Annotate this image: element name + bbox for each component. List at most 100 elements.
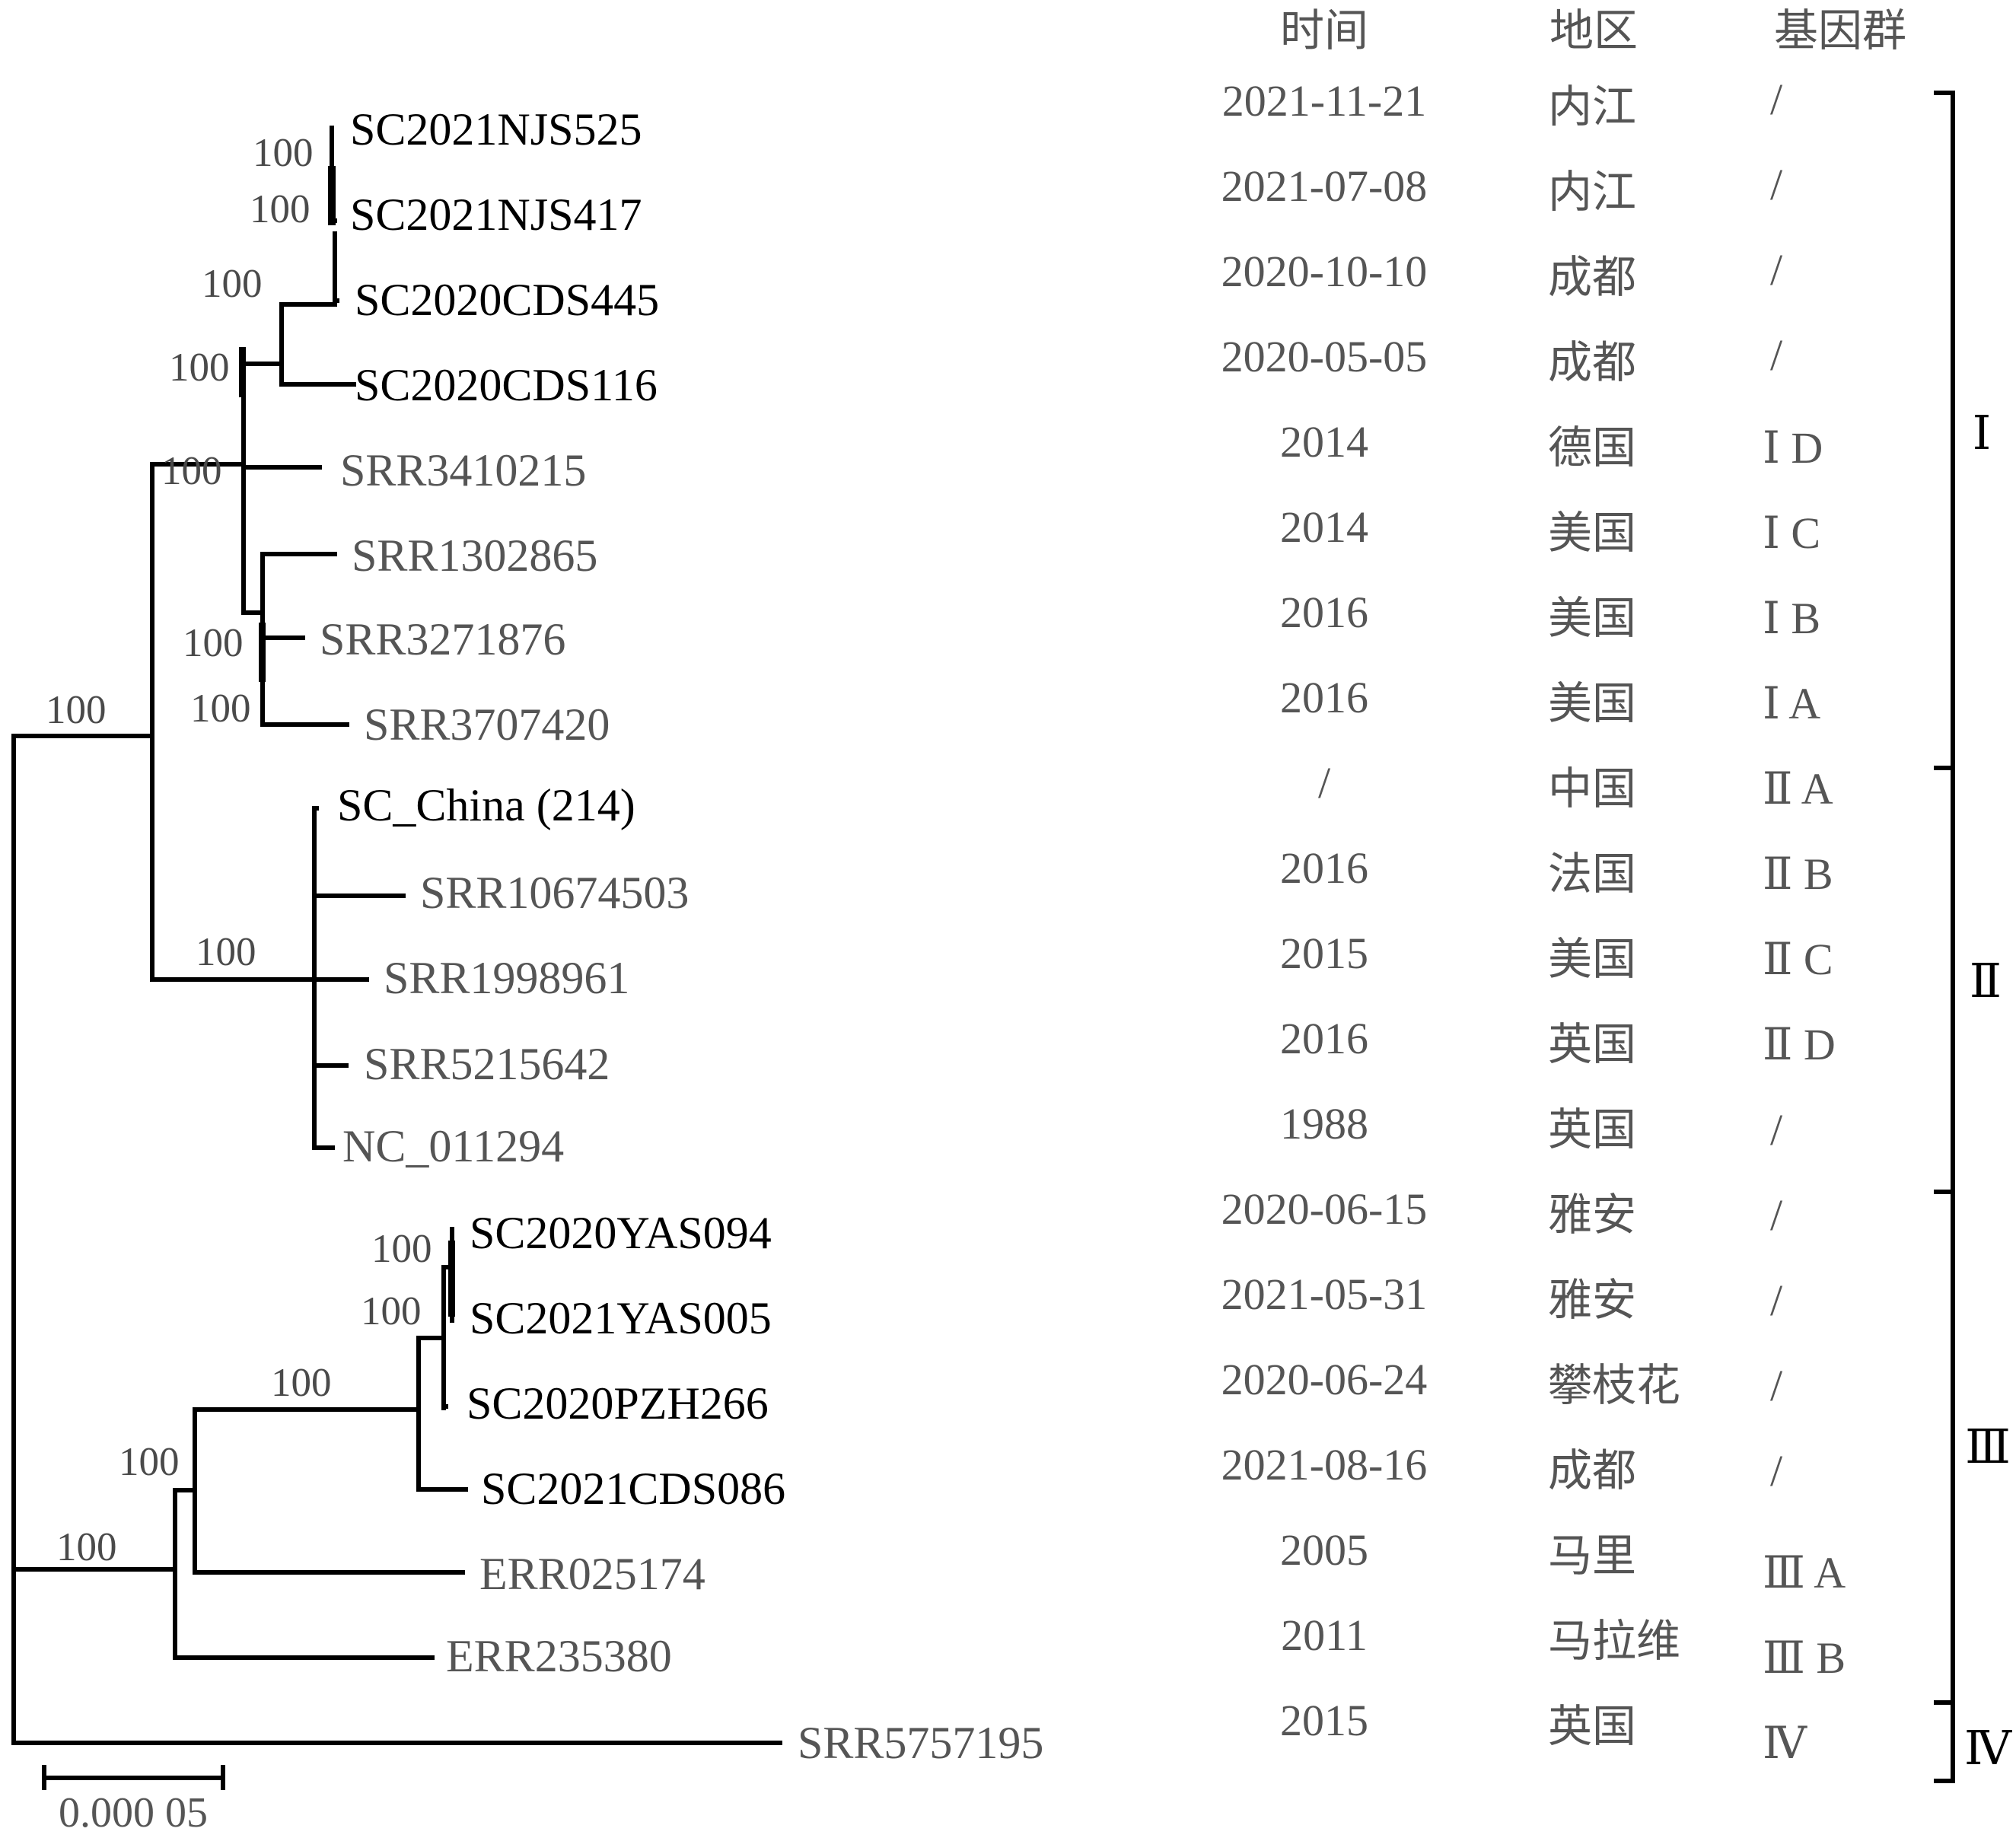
time-cell: 2020-06-24 xyxy=(1221,1355,1428,1404)
group-cell: / xyxy=(1770,1105,1783,1155)
group-cell: / xyxy=(1770,160,1783,209)
time-cell: 2016 xyxy=(1280,1014,1368,1063)
group-cell: Ⅱ B xyxy=(1763,849,1833,899)
time-cell: 2015 xyxy=(1280,929,1368,978)
scale-bar-label: 0.000 05 xyxy=(59,1789,208,1836)
taxon-label: SC2021NJS417 xyxy=(350,190,642,240)
bootstrap-value: 100 xyxy=(190,686,251,731)
taxon-label: SC2020CDS445 xyxy=(355,275,659,325)
bootstrap-value: 100 xyxy=(183,621,244,665)
bootstrap-value: 100 xyxy=(361,1289,422,1333)
bootstrap-value: 100 xyxy=(202,262,263,306)
taxon-label: SC_China (214) xyxy=(337,780,635,830)
thick-node-marks xyxy=(239,166,455,1317)
group-cell: / xyxy=(1770,1446,1783,1496)
clade-label: Ⅳ xyxy=(1964,1723,2012,1775)
time-column: 2021-11-21 2021-07-08 2020-10-10 2020-05… xyxy=(1221,76,1428,1745)
taxon-label: SC2020YAS094 xyxy=(470,1208,772,1258)
group-cell: Ⅰ B xyxy=(1763,594,1820,643)
taxon-label: SC2020CDS116 xyxy=(355,360,658,410)
region-cell: 中国 xyxy=(1548,764,1636,814)
bootstrap-value: 100 xyxy=(161,449,222,493)
bootstrap-value: 100 xyxy=(56,1525,117,1569)
bootstrap-value: 100 xyxy=(196,930,256,974)
group-cell: Ⅰ C xyxy=(1763,508,1820,558)
group-cell: Ⅳ xyxy=(1763,1719,1807,1768)
bootstrap-value: 100 xyxy=(250,187,311,231)
group-cell: / xyxy=(1770,1190,1783,1240)
group-cell: / xyxy=(1770,75,1783,124)
clade-label: Ⅲ xyxy=(1965,1422,2011,1473)
header-time: 时间 xyxy=(1280,6,1368,56)
region-cell: 美国 xyxy=(1548,594,1636,643)
group-cell: / xyxy=(1770,1361,1783,1410)
region-cell: 马拉维 xyxy=(1548,1617,1680,1666)
header-group: 基因群 xyxy=(1774,6,1906,56)
region-cell: 成都 xyxy=(1548,1446,1636,1496)
time-cell: 2016 xyxy=(1280,673,1368,722)
taxon-label: SRR3707420 xyxy=(364,699,610,750)
bootstrap-value: 100 xyxy=(253,131,314,175)
region-cell: 成都 xyxy=(1548,253,1636,302)
region-cell: 内江 xyxy=(1548,82,1636,132)
time-cell: 2014 xyxy=(1280,417,1368,467)
taxon-label: SRR5215642 xyxy=(364,1039,610,1089)
group-cell: Ⅱ A xyxy=(1763,764,1833,814)
bootstrap-value: 100 xyxy=(169,346,230,390)
group-cell: / xyxy=(1770,245,1783,295)
tree-branches xyxy=(11,91,1955,1790)
taxon-label: SRR3410215 xyxy=(340,445,586,495)
region-cell: 美国 xyxy=(1548,508,1636,558)
region-cell: 英国 xyxy=(1548,1702,1636,1751)
region-cell: 英国 xyxy=(1548,1020,1636,1069)
time-cell: 1988 xyxy=(1280,1099,1368,1148)
taxon-label: SC2021YAS005 xyxy=(470,1293,772,1343)
taxon-label: SRR5757195 xyxy=(798,1718,1043,1768)
group-cell: Ⅱ D xyxy=(1763,1020,1836,1069)
region-cell: 法国 xyxy=(1548,849,1636,899)
time-cell: 2020-05-05 xyxy=(1221,332,1428,381)
region-cell: 成都 xyxy=(1548,338,1636,387)
taxon-label: SC2020PZH266 xyxy=(467,1378,769,1429)
region-cell: 德国 xyxy=(1548,423,1636,473)
group-cell: Ⅰ D xyxy=(1763,423,1823,473)
clade-label: Ⅱ xyxy=(1970,956,2002,1008)
taxon-label: SRR1302865 xyxy=(352,530,597,581)
taxon-label: SRR10674503 xyxy=(420,868,689,918)
region-cell: 内江 xyxy=(1548,167,1636,217)
bootstrap-value: 100 xyxy=(119,1440,180,1484)
region-cell: 美国 xyxy=(1548,679,1636,728)
time-cell: 2015 xyxy=(1280,1696,1368,1745)
region-cell: 马里 xyxy=(1548,1531,1636,1581)
time-cell: 2021-11-21 xyxy=(1222,76,1426,126)
time-cell: 2021-08-16 xyxy=(1221,1440,1428,1489)
taxon-label: SC2021NJS525 xyxy=(350,104,642,154)
taxon-label: ERR025174 xyxy=(479,1549,705,1599)
region-cell: 攀枝花 xyxy=(1548,1361,1680,1410)
group-cell: / xyxy=(1770,330,1783,380)
group-cell: Ⅱ C xyxy=(1763,935,1833,984)
time-cell: 2005 xyxy=(1280,1525,1368,1575)
bootstrap-value: 100 xyxy=(371,1227,432,1271)
clade-labels: Ⅰ Ⅱ Ⅲ Ⅳ xyxy=(1964,408,2012,1775)
taxon-label: SC2021CDS086 xyxy=(481,1464,785,1514)
time-cell: 2020-06-15 xyxy=(1221,1184,1428,1234)
time-cell: 2014 xyxy=(1280,502,1368,552)
taxon-label: SRR3271876 xyxy=(320,614,565,664)
time-cell: 2016 xyxy=(1280,843,1368,893)
time-cell: 2021-07-08 xyxy=(1221,161,1428,211)
taxon-label: ERR235380 xyxy=(446,1631,672,1681)
bootstrap-value: 100 xyxy=(271,1361,332,1405)
region-cell: 美国 xyxy=(1548,935,1636,984)
region-cell: 雅安 xyxy=(1548,1190,1636,1240)
table-headers: 时间 地区 基因群 xyxy=(1280,6,1906,56)
clade-label: Ⅰ xyxy=(1973,408,1992,460)
time-cell: / xyxy=(1318,758,1331,808)
header-region: 地区 xyxy=(1549,6,1638,56)
group-cell: Ⅰ A xyxy=(1763,679,1820,728)
group-column: / / / / Ⅰ D Ⅰ C Ⅰ B Ⅰ A Ⅱ A Ⅱ B Ⅱ C Ⅱ D … xyxy=(1763,75,1846,1768)
bootstrap-values: 100 100 100 100 100 100 100 100 100 100 … xyxy=(46,131,432,1569)
time-cell: 2011 xyxy=(1281,1610,1368,1660)
time-cell: 2021-05-31 xyxy=(1221,1269,1428,1319)
